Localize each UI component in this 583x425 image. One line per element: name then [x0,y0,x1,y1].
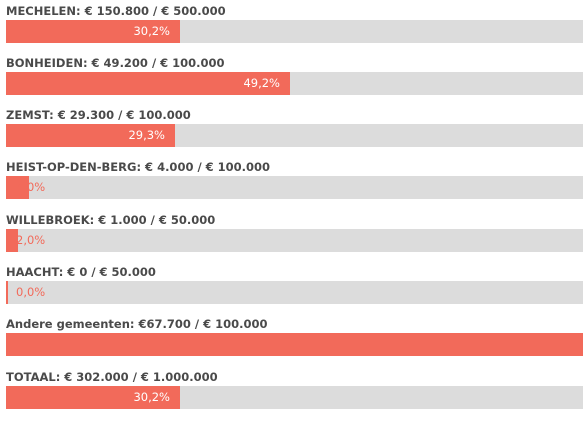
progress-bar-fill [6,20,180,43]
progress-bar-track: 30,2% [6,386,583,409]
progress-label: BONHEIDEN: € 49.200 / € 100.000 [6,56,225,70]
progress-label: ZEMST: € 29.300 / € 100.000 [6,108,191,122]
progress-label: Andere gemeenten: €67.700 / € 100.000 [6,317,268,331]
progress-bar-fill [6,333,583,356]
progress-label: HAACHT: € 0 / € 50.000 [6,265,156,279]
progress-bar-fill [6,176,29,199]
progress-bar-track: 29,3% [6,124,583,147]
progress-bar-fill [6,124,175,147]
progress-label: WILLEBROEK: € 1.000 / € 50.000 [6,213,216,227]
progress-bar-track: 4,0% [6,176,583,199]
progress-bar-fill [6,229,18,252]
progress-label: HEIST-OP-DEN-BERG: € 4.000 / € 100.000 [6,160,271,174]
progress-percent: 29,3% [128,128,165,142]
progress-percent: 2,0% [16,233,46,247]
progress-bar-track: 2,0% [6,229,583,252]
progress-percent: 4,0% [16,180,46,194]
progress-percent: 49,2% [243,76,280,90]
progress-bar-fill [6,72,290,95]
progress-label: TOTAAL: € 302.000 / € 1.000.000 [6,370,218,384]
progress-bar-track: 49,2% [6,72,583,95]
progress-bar-fill [6,281,8,304]
progress-percent: 0,0% [16,285,46,299]
progress-label: MECHELEN: € 150.800 / € 500.000 [6,4,226,18]
progress-bar-track: 30,2% [6,20,583,43]
progress-percent: 30,2% [133,24,170,38]
progress-bar-track [6,333,583,356]
progress-bar-fill [6,386,180,409]
progress-bar-track: 0,0% [6,281,583,304]
progress-percent: 30,2% [133,390,170,404]
